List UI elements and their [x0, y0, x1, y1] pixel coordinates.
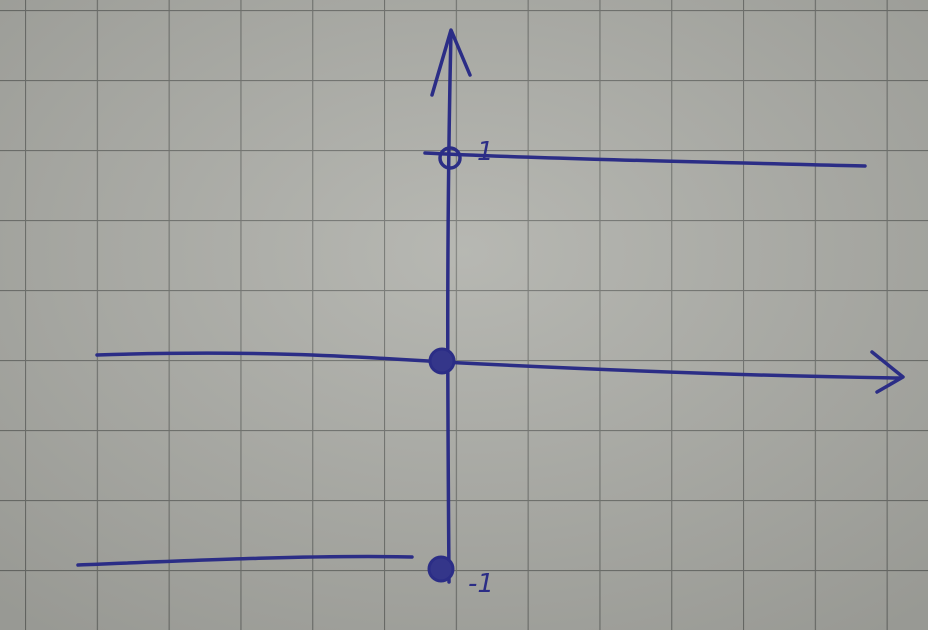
filled-point: [427, 555, 455, 583]
open-point: [438, 146, 462, 170]
upper-line: [423, 151, 867, 168]
label-minus-one: -1: [468, 569, 494, 599]
y-axis-arrow: [430, 28, 472, 97]
x-axis-arrow: [870, 350, 905, 394]
label-one: 1: [477, 137, 494, 167]
lower-line: [76, 554, 414, 567]
y-axis: [446, 30, 453, 584]
filled-point: [428, 347, 456, 375]
